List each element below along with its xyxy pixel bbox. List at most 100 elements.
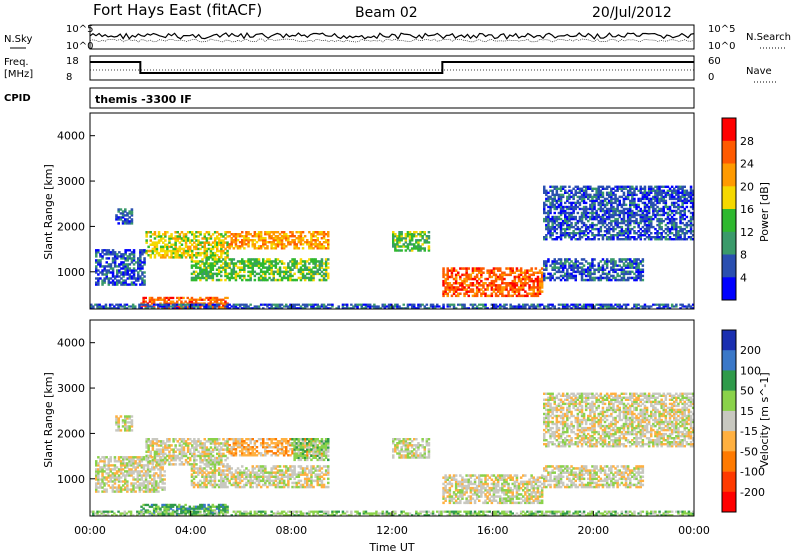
echo-cell [122,458,125,461]
echo-cell [610,278,613,282]
echo-cell [469,275,473,279]
echo-cell [658,232,661,235]
echo-cell [591,217,594,221]
echo-cell [557,187,561,190]
echo-cell [645,205,649,209]
echo-cell [530,305,533,308]
echo-cell [207,440,211,443]
echo-cell [450,294,454,298]
echo-cell [121,220,125,223]
echo-cell [149,440,152,443]
echo-cell [622,230,626,233]
echo-cell [614,209,617,213]
echo-cell [406,233,410,236]
echo-cell [398,239,401,242]
echo-cell [654,191,657,194]
echo-cell [116,271,119,274]
echo-cell [677,232,680,235]
echo-cell [522,307,525,310]
echo-cell [282,233,286,236]
echo-cell [643,193,647,197]
echo-cell [543,268,546,271]
echo-cell [643,227,647,231]
echo-cell [255,260,259,263]
echo-cell [228,231,231,234]
echo-cell [193,456,196,460]
echo-cell [218,438,221,441]
echo-cell [146,307,150,310]
echo-cell [293,235,296,238]
echo-cell [635,203,638,207]
echo-cell [301,243,305,246]
echo-cell [641,234,645,237]
echo-cell [153,233,157,236]
echo-cell [595,211,598,215]
echo-cell [553,197,556,201]
echo-cell [209,458,213,462]
echo-cell [584,211,588,215]
echo-cell [257,235,261,238]
echo-cell [270,247,273,250]
echo-cell [593,264,596,267]
echo-cell [178,458,182,462]
echo-cell [599,203,603,207]
echo-cell [148,456,152,459]
echo-cell [635,219,638,223]
echo-cell [230,243,233,246]
echo-cell [425,237,429,240]
echo-cell [610,268,613,271]
echo-cell [457,271,460,274]
echo-cell [530,286,533,289]
echo-cell [423,305,426,308]
echo-cell [549,272,552,276]
echo-cell [101,486,104,489]
echo-cell [310,245,313,248]
echo-cell [417,305,420,308]
freq-tick-top: 18 [66,56,79,67]
echo-cell [452,307,456,310]
echo-cell [117,474,121,477]
echo-cell [570,211,573,215]
echo-cell [188,302,192,305]
echo-cell [543,236,546,239]
echo-cell [303,305,307,308]
echo-cell [522,271,525,274]
echo-cell [570,274,573,278]
echo-cell [691,217,695,221]
echo-cell [142,466,146,469]
echo-cell [220,260,223,263]
echo-cell [109,456,112,459]
echo-cell [446,273,449,277]
echo-cell [211,245,215,249]
echo-cell [475,292,479,295]
echo-cell [201,251,204,255]
echo-cell [547,227,550,231]
echo-cell [629,266,632,269]
echo-cell [593,195,596,199]
echo-cell [461,307,464,310]
echo-cell [654,227,657,231]
echo-cell [97,259,100,262]
echo-cell [131,307,135,310]
echo-cell [100,307,103,310]
echo-cell [415,245,418,248]
echo-cell [197,251,200,255]
echo-cell [111,486,115,489]
echo-cell [406,243,410,246]
echo-cell [608,191,611,194]
echo-cell [641,307,645,310]
echo-cell [264,270,267,274]
echo-cell [320,303,324,306]
echo-cell [127,305,131,308]
echo-cell [195,440,198,443]
echo-cell [153,468,156,471]
echo-cell [220,300,223,303]
echo-cell [146,484,150,487]
echo-cell [140,482,144,485]
echo-cell [193,452,196,456]
echo-cell [635,303,638,306]
echo-cell [243,235,246,238]
echo-cell [314,262,317,265]
echo-cell [679,227,682,231]
echo-cell [164,444,167,447]
